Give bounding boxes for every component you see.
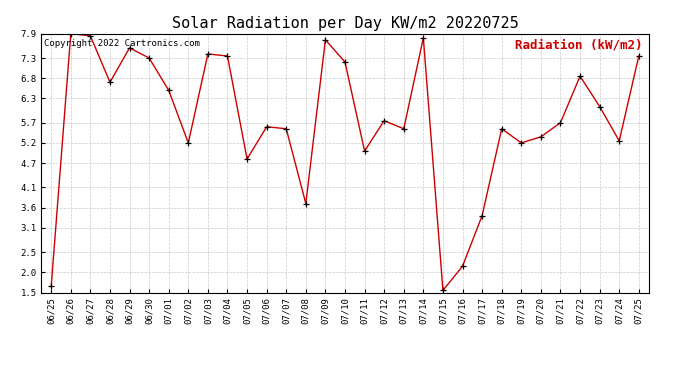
- Title: Solar Radiation per Day KW/m2 20220725: Solar Radiation per Day KW/m2 20220725: [172, 16, 518, 31]
- Text: Copyright 2022 Cartronics.com: Copyright 2022 Cartronics.com: [44, 39, 200, 48]
- Text: Radiation (kW/m2): Radiation (kW/m2): [515, 39, 642, 52]
